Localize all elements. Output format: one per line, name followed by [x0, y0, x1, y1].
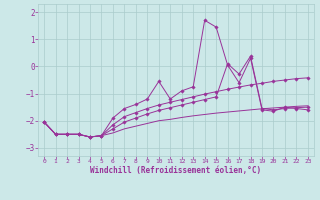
X-axis label: Windchill (Refroidissement éolien,°C): Windchill (Refroidissement éolien,°C) [91, 166, 261, 175]
